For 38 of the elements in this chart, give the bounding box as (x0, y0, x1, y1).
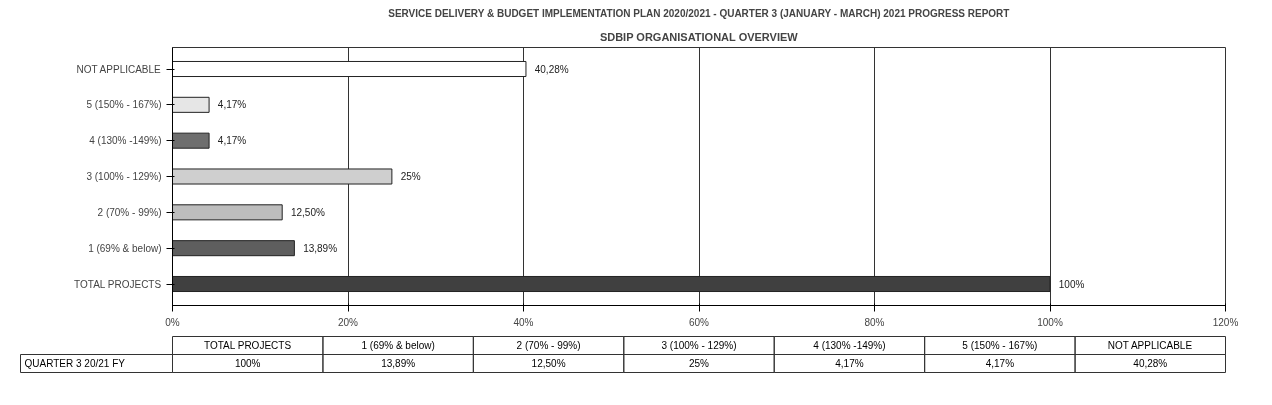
text: 40,28% (1133, 358, 1168, 369)
category-label: 3 (100% - 129%) (661, 340, 737, 351)
data-label: 40,28% (534, 63, 569, 75)
x-tick-label: 120% (1212, 316, 1239, 328)
text: 12,50% (531, 358, 566, 369)
x-tick-label: 0% (165, 316, 180, 328)
x-tick-label: 20% (337, 316, 359, 328)
x-tick-label: 40% (513, 316, 534, 328)
x-tick-label: 100% (1037, 316, 1063, 328)
text: 4,17% (985, 358, 1015, 369)
data-label: 4,17% (217, 135, 247, 147)
data-label: 4,17% (217, 99, 247, 111)
data-label: 100% (1058, 278, 1085, 290)
y-tick-label: 3 (100% - 129%) (86, 171, 162, 182)
y-tick-label: 1 (69% & below) (88, 242, 162, 254)
y-tick-label: NOT APPLICABLE (76, 63, 162, 75)
text: 13,89% (381, 358, 416, 369)
category-label: 4 (130% -149%) (813, 340, 886, 351)
x-tick-label: 60% (688, 316, 710, 328)
category-label: 2 (70% - 99%) (516, 340, 581, 351)
text: 4,17% (835, 358, 864, 369)
category-label: 1 (69% & below) (361, 340, 435, 351)
data-label: 13,89% (303, 242, 338, 254)
y-tick-label: 2 (70% - 99%) (97, 206, 162, 218)
text: QUARTER 3 20/21 FY (24, 358, 126, 369)
text: 25% (688, 358, 710, 369)
category-label: 5 (150% - 167%) (962, 340, 1038, 351)
y-tick-label: TOTAL PROJECTS (74, 278, 162, 290)
text: 100% (234, 358, 261, 369)
chart-title: SDBIP ORGANISATIONAL OVERVIEW (599, 30, 799, 43)
y-tick-label: 4 (130% -149%) (89, 135, 162, 147)
x-tick-label: 80% (864, 316, 885, 328)
category-label: NOT APPLICABLE (1107, 340, 1193, 351)
data-label: 25% (400, 171, 421, 182)
chart-subtitle: SERVICE DELIVERY & BUDGET IMPLEMENTATION PLAN 2020/2021 - QUARTER 3 (JANUARY - MARCH) 2021 PROGRESS REPORT (388, 7, 1010, 19)
category-label: TOTAL PROJECTS (204, 340, 292, 351)
data-label: 12,50% (290, 206, 325, 218)
y-tick-label: 5 (150% - 167%) (86, 99, 162, 111)
